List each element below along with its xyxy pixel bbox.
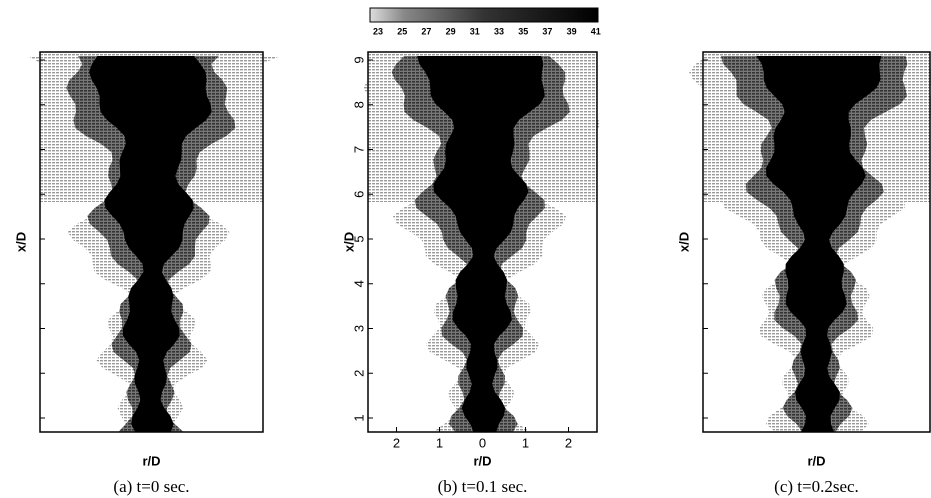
y-tick-label: 9 xyxy=(351,56,366,63)
y-tick-label: 5 xyxy=(351,235,366,242)
x-tick-label: 0 xyxy=(479,435,486,450)
colorbar-tick-label: 31 xyxy=(470,26,480,36)
colorbar-tick-label: 25 xyxy=(397,26,407,36)
y-axis-label: x/D xyxy=(13,232,28,252)
caption: (c) t=0.2sec. xyxy=(774,477,859,496)
plume-core xyxy=(756,56,882,432)
caption: (b) t=0.1 sec. xyxy=(438,477,528,496)
plot-frame xyxy=(39,51,264,433)
colorbar-tick-label: 27 xyxy=(421,26,431,36)
colorbar xyxy=(369,7,599,23)
colorbar-tick-label: 39 xyxy=(567,26,577,36)
colorbar-tick-label: 33 xyxy=(494,26,504,36)
y-axis-label: x/D xyxy=(676,232,691,252)
y-tick-label: 8 xyxy=(351,101,366,108)
x-axis-label: r/D xyxy=(807,453,825,468)
y-tick-label: 1 xyxy=(351,414,366,421)
x-tick-label: 2 xyxy=(565,435,572,450)
x-axis-label: r/D xyxy=(473,453,491,468)
x-tick-label: 1 xyxy=(436,435,443,450)
y-tick-label: 7 xyxy=(351,146,366,153)
plot-frame xyxy=(702,51,931,433)
x-tick-label: 1 xyxy=(522,435,529,450)
colorbar-tick-label: 41 xyxy=(591,26,601,36)
x-axis-label: r/D xyxy=(142,453,160,468)
colorbar-tick-label: 29 xyxy=(446,26,456,36)
caption: (a) t=0 sec. xyxy=(113,477,189,496)
colorbar-tick-label: 37 xyxy=(542,26,552,36)
plume-core xyxy=(417,56,545,432)
colorbar-tick-label: 35 xyxy=(518,26,528,36)
y-tick-label: 2 xyxy=(351,370,366,377)
y-tick-label: 6 xyxy=(351,191,366,198)
x-tick-label: 2 xyxy=(393,435,400,450)
y-tick-label: 3 xyxy=(351,325,366,332)
y-axis-label: x/D xyxy=(341,232,356,252)
y-tick-label: 4 xyxy=(351,280,366,287)
plume-core xyxy=(89,56,212,432)
colorbar-tick-label: 23 xyxy=(373,26,383,36)
